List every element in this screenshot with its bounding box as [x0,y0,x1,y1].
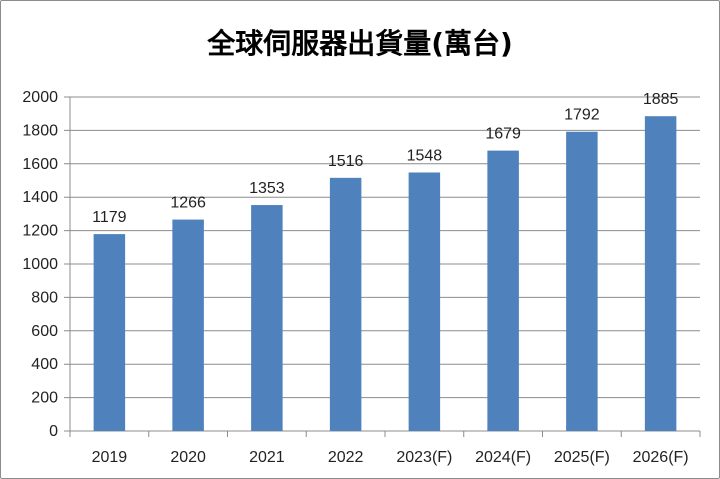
x-tick-label: 2026(F) [633,449,689,466]
y-tick-label: 1800 [22,122,58,139]
bar [172,219,204,431]
y-tick-label: 400 [31,356,58,373]
y-tick-label: 1000 [22,256,58,273]
y-tick-label: 600 [31,323,58,340]
data-label: 1516 [328,153,364,170]
x-tick-label: 2021 [249,449,285,466]
bar [251,205,283,431]
data-label: 1353 [249,180,285,197]
y-tick-label: 1200 [22,223,58,240]
y-tick-label: 0 [49,423,58,440]
bar [566,131,598,431]
y-tick-label: 1600 [22,156,58,173]
x-tick-label: 2022 [328,449,364,466]
bar [93,234,126,431]
data-label: 1885 [643,91,679,108]
x-tick-label: 2023(F) [396,449,452,466]
chart-title: 全球伺服器出貨量(萬台) [207,27,513,60]
x-tick-label: 2020 [170,449,206,466]
data-label: 1548 [407,147,443,164]
y-tick-label: 1400 [22,189,58,206]
y-tick-label: 2000 [22,89,58,106]
data-label: 1792 [564,107,600,124]
data-label: 1266 [170,195,206,212]
bar [408,172,441,431]
x-tick-label: 2024(F) [475,449,531,466]
y-tick-label: 800 [31,289,58,306]
bar [329,177,362,431]
data-label: 1179 [92,209,127,226]
bar [644,116,677,431]
bar [487,150,519,431]
x-tick-label: 2019 [92,449,128,466]
data-label: 1679 [485,126,521,143]
y-tick-label: 200 [31,390,58,407]
x-tick-label: 2025(F) [554,449,610,466]
